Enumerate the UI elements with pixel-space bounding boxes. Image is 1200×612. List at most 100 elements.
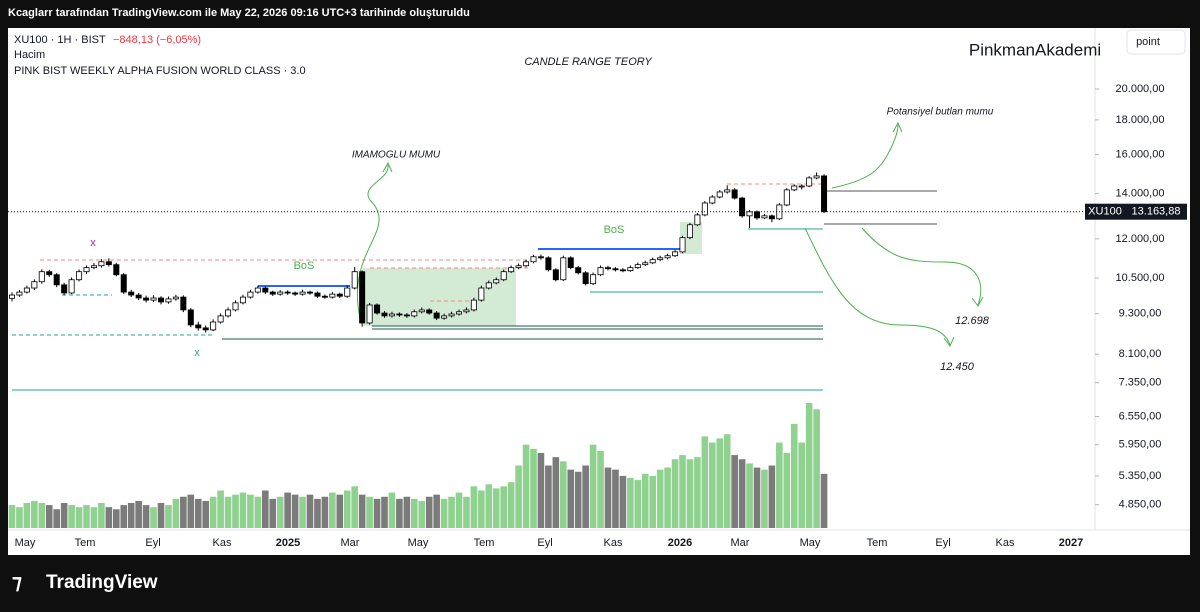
volume-bar (31, 500, 38, 528)
candle-body (351, 271, 358, 289)
volume-bar (694, 457, 701, 528)
y-tick-label: 20.000,00 (1116, 83, 1165, 95)
legend-volume: Hacim (14, 49, 45, 61)
y-tick-label: 6.550,00 (1119, 410, 1162, 422)
candle-body (701, 202, 708, 216)
x-tick-label: Kas (604, 537, 623, 549)
volume-bar (709, 442, 716, 528)
volume-bar (53, 509, 60, 528)
y-tick-label: 9.300,00 (1119, 308, 1162, 320)
volume-bar (8, 505, 16, 528)
volume-bar (321, 496, 329, 528)
volume-bar (560, 461, 567, 528)
y-tick-label: 18.000,00 (1116, 114, 1165, 126)
volume-bar (783, 453, 791, 528)
candle-body (426, 309, 433, 314)
candle-body (128, 291, 135, 296)
volume-bar (329, 492, 336, 528)
volume-bar (224, 496, 232, 528)
candle-body (135, 294, 142, 299)
logo-text: TradingView (46, 572, 158, 593)
candle-body (746, 211, 753, 217)
point-button[interactable] (1126, 29, 1186, 55)
candle-body (232, 302, 239, 311)
volume-bar (768, 465, 776, 528)
volume-bar (269, 498, 277, 528)
candle-body (813, 175, 820, 179)
volume-bar (75, 507, 83, 528)
volume-bar (142, 505, 150, 528)
y-tick-label: 7.350,00 (1119, 377, 1162, 389)
candle-body (672, 251, 679, 257)
volume-bar (500, 486, 507, 528)
candle-body (113, 264, 120, 276)
candle-body (463, 309, 470, 313)
candle-body (545, 257, 552, 271)
volume-bar (612, 469, 619, 528)
candle-body (455, 311, 462, 315)
volume-bar (530, 448, 537, 528)
volume-bar (306, 494, 314, 528)
volume-bar (537, 453, 545, 528)
candle-body (306, 291, 313, 294)
candle-body (210, 321, 217, 331)
candle-body (388, 313, 395, 317)
point-button-label[interactable]: point (1136, 36, 1160, 48)
candle-body (768, 215, 775, 220)
candle-body (53, 274, 60, 286)
volume-bar (478, 490, 485, 528)
candle-body (120, 274, 127, 293)
volume-bar (776, 442, 783, 528)
candle-body (105, 261, 112, 266)
x-tick-label: May (800, 537, 821, 549)
candle-body (686, 224, 693, 239)
volume-bar (790, 423, 798, 528)
candle-body (180, 296, 187, 311)
volume-bar (731, 455, 738, 528)
volume-bar (627, 478, 634, 528)
volume-bar (388, 492, 396, 528)
volume-bar (83, 505, 90, 528)
volume-bar (619, 475, 627, 528)
volume-bar (38, 503, 46, 528)
volume-bar (98, 503, 105, 528)
candle-body (172, 296, 179, 300)
volume-bar (567, 469, 575, 528)
x-tick-label: 2026 (668, 537, 692, 549)
candle-body (575, 267, 582, 274)
last-price-label: 13.163,88 (1132, 206, 1181, 218)
volume-bar (738, 459, 746, 528)
volume-bar (396, 498, 403, 528)
candle-body (68, 279, 75, 294)
volume-bar (798, 442, 805, 528)
volume-bar (463, 496, 470, 528)
volume-bar (485, 484, 493, 528)
y-tick-label: 10.500,00 (1116, 272, 1165, 284)
volume-bar (411, 498, 418, 528)
volume-bar (716, 438, 724, 528)
candle-body (195, 324, 202, 329)
candles (8, 172, 828, 333)
volume-bar (150, 507, 157, 528)
volume-bar (165, 505, 172, 528)
volume-bar (232, 494, 239, 528)
candle-body (493, 279, 500, 284)
candle-body (597, 267, 604, 276)
candle-body (582, 272, 589, 285)
candle-body (433, 312, 440, 319)
x-tick-label: Kas (213, 537, 232, 549)
candle-body (679, 237, 686, 253)
volume-bar (418, 500, 426, 528)
volume-bar (284, 492, 291, 528)
candle-body (150, 297, 157, 301)
candle-body (508, 267, 515, 273)
y-tick-label: 8.100,00 (1119, 348, 1162, 360)
volume-bar (68, 505, 75, 528)
candle-body (783, 189, 790, 206)
candle-body (530, 256, 537, 263)
volume-bar (187, 494, 195, 528)
candle-body (724, 189, 731, 193)
volume-bar (656, 469, 664, 528)
volume-bar (217, 490, 224, 528)
candle-body (664, 255, 671, 259)
